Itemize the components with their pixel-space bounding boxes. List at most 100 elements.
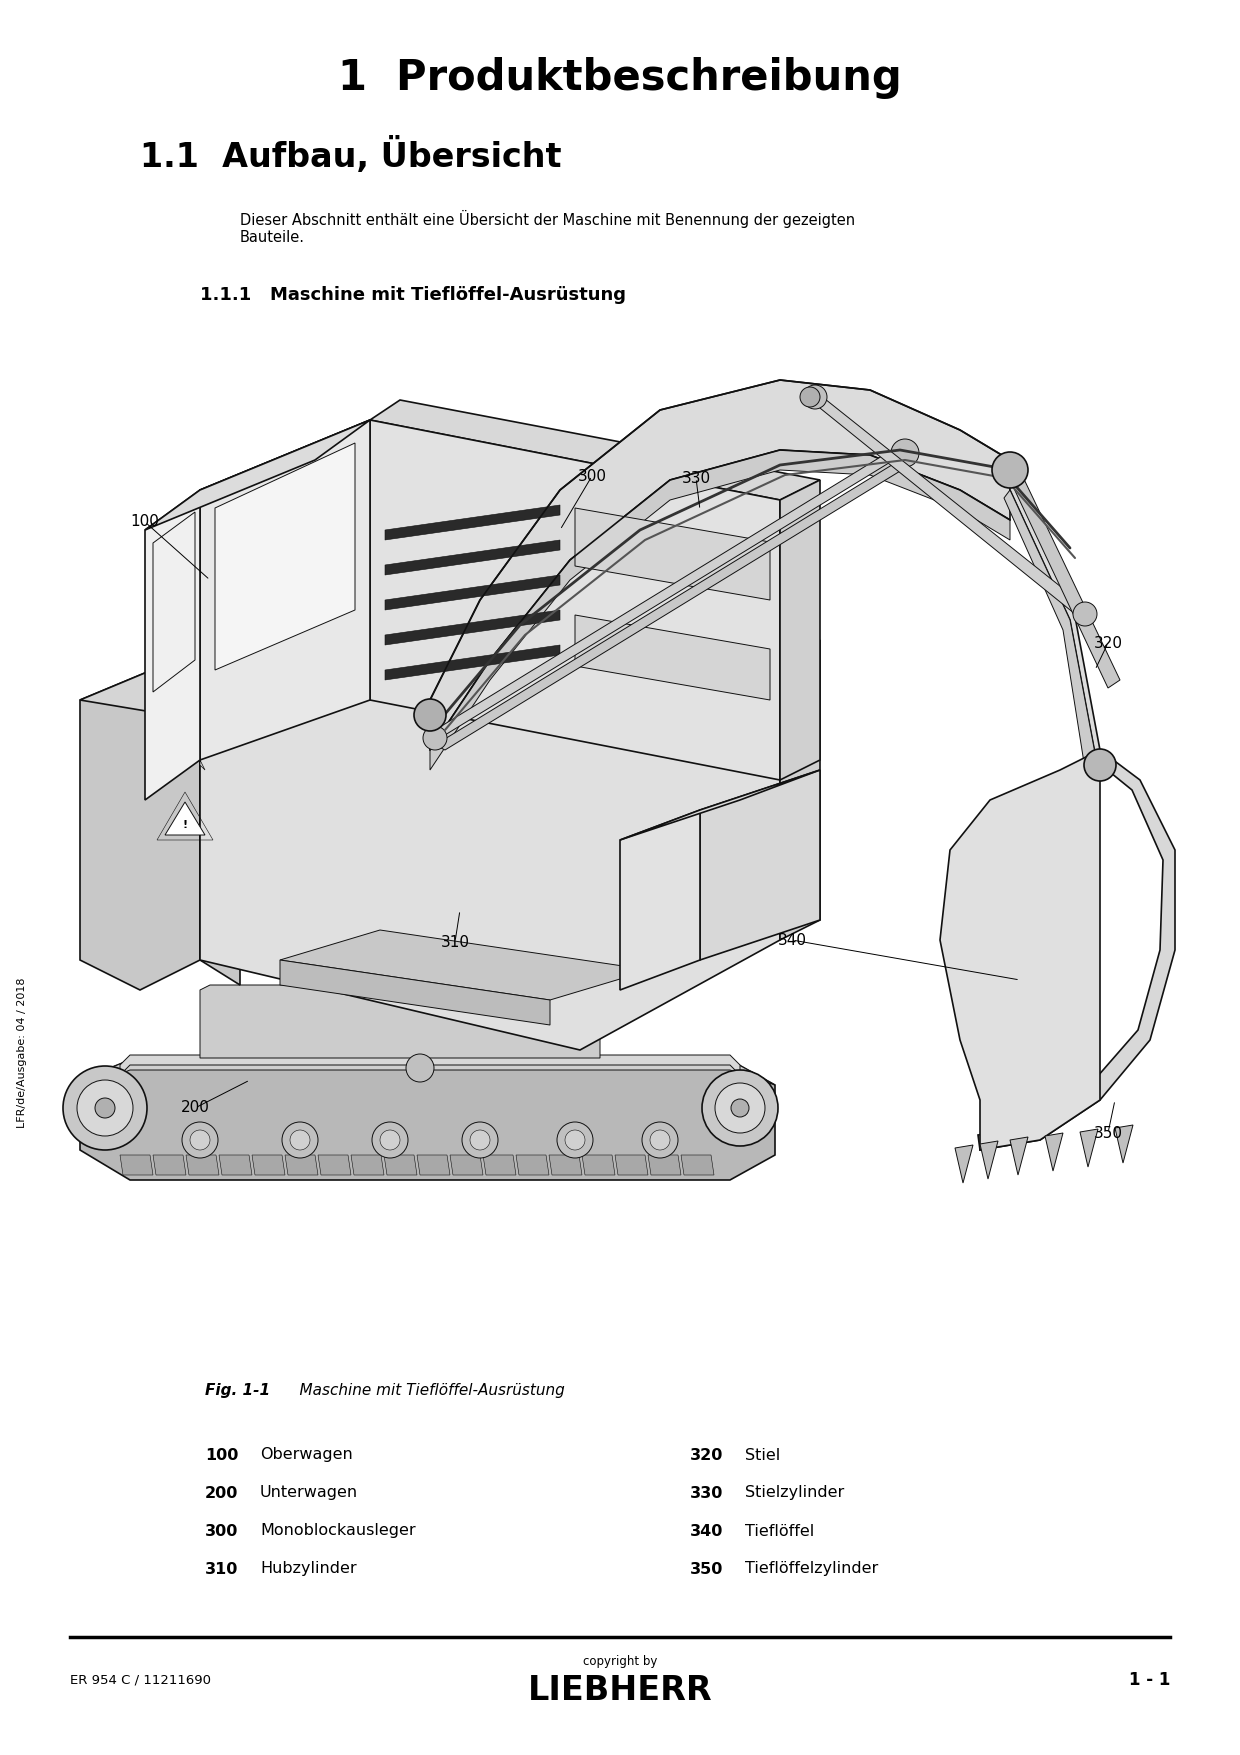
Circle shape (281, 1121, 317, 1158)
Polygon shape (81, 1060, 775, 1088)
Text: LIEBHERR: LIEBHERR (528, 1674, 712, 1706)
Text: Tieflöffelzylinder: Tieflöffelzylinder (745, 1562, 878, 1576)
Text: Tieflöffel: Tieflöffel (745, 1523, 815, 1539)
Circle shape (372, 1121, 408, 1158)
Circle shape (470, 1130, 490, 1150)
Text: Oberwagen: Oberwagen (260, 1448, 352, 1462)
Text: 300: 300 (578, 469, 606, 483)
Polygon shape (145, 419, 370, 530)
Text: Stiel: Stiel (745, 1448, 780, 1462)
Polygon shape (280, 930, 650, 1000)
Polygon shape (575, 507, 770, 600)
Text: 200: 200 (181, 1100, 210, 1116)
Polygon shape (200, 985, 600, 1058)
Polygon shape (285, 1155, 317, 1176)
Circle shape (190, 1130, 210, 1150)
Polygon shape (215, 442, 355, 670)
Circle shape (414, 698, 446, 732)
Polygon shape (153, 512, 195, 691)
Circle shape (650, 1130, 670, 1150)
Polygon shape (200, 419, 370, 649)
Polygon shape (153, 1155, 186, 1176)
Text: 340: 340 (689, 1523, 723, 1539)
Text: 340: 340 (777, 932, 806, 948)
Polygon shape (252, 1155, 285, 1176)
Circle shape (77, 1079, 133, 1135)
Polygon shape (780, 641, 820, 941)
Polygon shape (200, 570, 780, 730)
Polygon shape (435, 460, 910, 749)
Circle shape (732, 1099, 749, 1116)
Circle shape (800, 388, 820, 407)
Circle shape (1084, 749, 1116, 781)
Polygon shape (219, 1155, 252, 1176)
Polygon shape (370, 400, 820, 500)
Polygon shape (940, 749, 1100, 1150)
Polygon shape (81, 649, 580, 770)
Text: 330: 330 (682, 470, 711, 486)
Text: Unterwagen: Unterwagen (260, 1485, 358, 1501)
Circle shape (290, 1130, 310, 1150)
Polygon shape (384, 505, 560, 541)
Text: 350: 350 (1094, 1125, 1122, 1141)
Polygon shape (384, 576, 560, 611)
Text: 320: 320 (689, 1448, 723, 1462)
Text: 300: 300 (205, 1523, 238, 1539)
Polygon shape (200, 490, 205, 770)
Circle shape (715, 1083, 765, 1134)
Polygon shape (1004, 490, 1100, 790)
Text: LFR/de/Ausgabe: 04 / 2018: LFR/de/Ausgabe: 04 / 2018 (17, 978, 27, 1128)
Circle shape (95, 1099, 115, 1118)
Polygon shape (120, 1155, 153, 1176)
Text: Stielzylinder: Stielzylinder (745, 1485, 844, 1501)
Text: 100: 100 (130, 514, 160, 530)
Polygon shape (620, 811, 701, 990)
Polygon shape (81, 1060, 775, 1179)
Text: Fig. 1-1: Fig. 1-1 (205, 1383, 270, 1397)
Polygon shape (549, 1155, 582, 1176)
Polygon shape (317, 1155, 351, 1176)
Circle shape (992, 453, 1028, 488)
Circle shape (557, 1121, 593, 1158)
Polygon shape (417, 1155, 450, 1176)
Polygon shape (810, 395, 1090, 618)
Polygon shape (145, 490, 200, 800)
Polygon shape (384, 1155, 417, 1176)
Text: 1 - 1: 1 - 1 (1128, 1671, 1171, 1688)
Polygon shape (120, 1055, 740, 1076)
Text: Hubzylinder: Hubzylinder (260, 1562, 357, 1576)
Text: Monoblockausleger: Monoblockausleger (260, 1523, 415, 1539)
Text: 330: 330 (689, 1485, 723, 1501)
Polygon shape (430, 381, 1011, 749)
Polygon shape (430, 449, 1011, 770)
Circle shape (379, 1130, 401, 1150)
Text: 320: 320 (1094, 635, 1122, 651)
Text: 1.1  Aufbau, Übersicht: 1.1 Aufbau, Übersicht (140, 137, 562, 174)
Text: 1  Produktbeschreibung: 1 Produktbeschreibung (339, 56, 901, 98)
Polygon shape (384, 611, 560, 646)
Polygon shape (575, 614, 770, 700)
Polygon shape (484, 1155, 516, 1176)
Polygon shape (370, 419, 780, 779)
Polygon shape (450, 1155, 484, 1176)
Circle shape (804, 384, 827, 409)
Polygon shape (280, 960, 551, 1025)
Text: 350: 350 (689, 1562, 723, 1576)
Polygon shape (1045, 1134, 1063, 1171)
Polygon shape (780, 481, 820, 779)
Circle shape (565, 1130, 585, 1150)
Circle shape (182, 1121, 218, 1158)
Polygon shape (516, 1155, 549, 1176)
Circle shape (702, 1071, 777, 1146)
Polygon shape (435, 446, 910, 735)
Polygon shape (351, 1155, 384, 1176)
Text: 1.1.1   Maschine mit Tieflöffel-Ausrüstung: 1.1.1 Maschine mit Tieflöffel-Ausrüstung (200, 286, 626, 304)
Polygon shape (582, 1155, 615, 1176)
Polygon shape (200, 649, 241, 985)
Polygon shape (165, 802, 205, 835)
Circle shape (1073, 602, 1097, 627)
Polygon shape (620, 770, 820, 841)
Polygon shape (980, 1141, 998, 1179)
Text: 310: 310 (440, 934, 470, 949)
Polygon shape (1011, 1137, 1028, 1176)
